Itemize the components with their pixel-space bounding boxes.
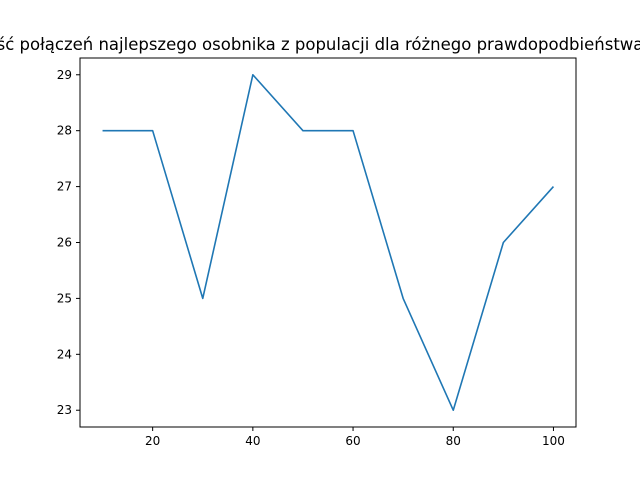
x-tick-label: 100 <box>542 434 565 448</box>
y-tick-label: 24 <box>57 347 72 361</box>
x-tick-label: 60 <box>345 434 360 448</box>
x-tick-label: 80 <box>446 434 461 448</box>
y-tick-label: 29 <box>57 68 72 82</box>
y-tick-label: 28 <box>57 124 72 138</box>
y-tick-label: 25 <box>57 291 72 305</box>
chart-title: ść połączeń najlepszego osobnika z popul… <box>0 35 640 54</box>
x-tick-label: 20 <box>145 434 160 448</box>
y-tick-label: 26 <box>57 236 72 250</box>
x-tick-label: 40 <box>245 434 260 448</box>
y-tick-label: 27 <box>57 180 72 194</box>
y-tick-label: 23 <box>57 403 72 417</box>
series-line-0 <box>102 73 555 412</box>
plot-area: 20 40 60 80 100 23 24 25 26 27 28 29 <box>57 57 577 448</box>
